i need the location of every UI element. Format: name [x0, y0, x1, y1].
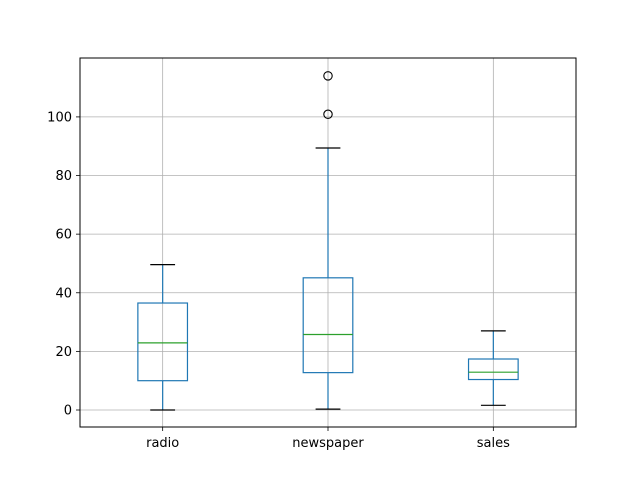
y-tick-label: 20: [55, 345, 72, 360]
x-axis-ticks: radio newspaper sales: [146, 427, 510, 451]
x-tick-label-radio: radio: [146, 436, 179, 451]
y-axis-ticks: 0 20 40 60 80 100: [47, 110, 80, 419]
y-tick-label: 80: [55, 169, 72, 184]
y-tick-label: 0: [64, 404, 72, 419]
iqr-box: [137, 302, 189, 382]
x-tick-label-newspaper: newspaper: [292, 436, 364, 451]
iqr-box: [467, 358, 519, 381]
outlier-point: [323, 109, 333, 120]
box-sales: [467, 330, 519, 406]
y-tick-label: 40: [55, 286, 72, 301]
y-tick-label: 60: [55, 228, 72, 243]
box-radio: [137, 264, 189, 411]
y-tick-label: 100: [47, 110, 72, 125]
x-tick-label-sales: sales: [477, 436, 510, 451]
boxes: [137, 71, 519, 411]
iqr-box: [302, 277, 354, 374]
outlier-point: [323, 71, 333, 81]
box-newspaper: [302, 71, 354, 410]
